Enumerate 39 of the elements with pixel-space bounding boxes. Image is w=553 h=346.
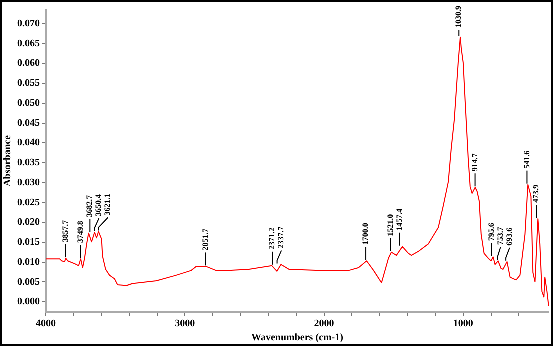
y-tick-label: 0.025 bbox=[18, 197, 40, 208]
annotation: 1030.9 bbox=[454, 6, 464, 28]
annotation: 1700.0 bbox=[361, 223, 370, 246]
y-tick-label: 0.060 bbox=[18, 58, 40, 70]
x-tick-label: 1000 bbox=[453, 318, 474, 330]
annotation: 1457.4 bbox=[394, 208, 404, 231]
y-tick-label: 0.000 bbox=[18, 296, 40, 308]
y-tick-label: 0.015 bbox=[18, 237, 40, 248]
y-tick-label: 0.010 bbox=[18, 256, 40, 268]
y-tick-label: 0.020 bbox=[18, 217, 40, 228]
x-tick-label: 3000 bbox=[175, 318, 196, 330]
annotation: 473.9 bbox=[532, 185, 541, 204]
x-tick-label: 2000 bbox=[314, 318, 334, 330]
annotation: 3621.1 bbox=[103, 194, 112, 216]
annotation: 2851.7 bbox=[200, 228, 210, 251]
y-tick-label: 0.055 bbox=[18, 78, 40, 90]
annotation: 3682.7 bbox=[85, 195, 94, 218]
annotation: 3857.7 bbox=[60, 220, 70, 242]
y-tick-label: 0.040 bbox=[18, 138, 40, 149]
x-tick-label: 4000 bbox=[36, 318, 56, 330]
annotation: 2337.7 bbox=[276, 226, 286, 249]
y-tick-label: 0.035 bbox=[18, 158, 40, 169]
annotation: 1521.0 bbox=[386, 214, 395, 236]
y-tick-label: 0.050 bbox=[18, 98, 40, 109]
annotation: 2371.2 bbox=[268, 228, 277, 250]
y-tick-label: 0.070 bbox=[18, 18, 40, 30]
annotation: 3650.4 bbox=[94, 194, 104, 217]
y-tick-label: 0.065 bbox=[18, 38, 40, 50]
y-tick-label: 0.005 bbox=[18, 276, 40, 288]
y-tick-label: 0.030 bbox=[18, 177, 40, 188]
x-axis-title: Wavenumbers (cm-1) bbox=[252, 332, 344, 344]
annotation: 914.7 bbox=[470, 154, 480, 172]
annotation: 795.6 bbox=[486, 223, 496, 242]
annotation: 693.6 bbox=[504, 228, 514, 246]
y-tick-label: 0.045 bbox=[18, 118, 40, 129]
annotation: 3749.8 bbox=[76, 221, 85, 244]
annotation: 541.6 bbox=[522, 150, 532, 169]
annotation: 753.7 bbox=[496, 227, 505, 246]
y-axis-title: Absorbance bbox=[2, 134, 14, 187]
